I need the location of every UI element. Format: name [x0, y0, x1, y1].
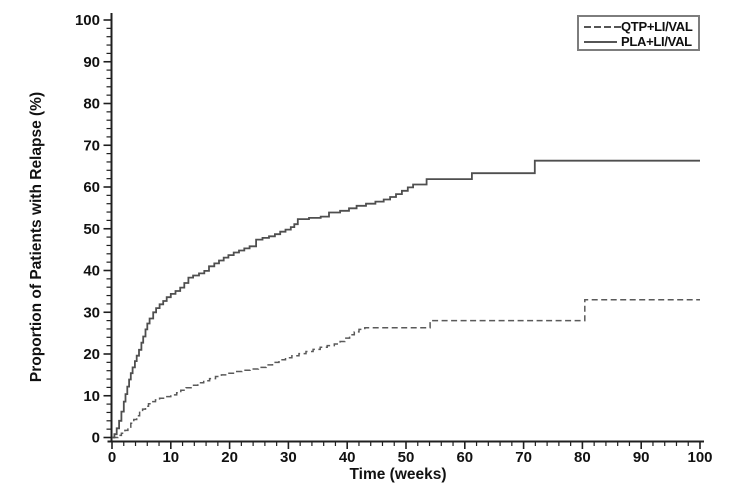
x-tick-label: 0 — [108, 449, 116, 466]
x-tick-label: 60 — [456, 449, 473, 466]
y-tick-label: 100 — [75, 12, 100, 29]
y-tick-label: 0 — [92, 430, 100, 447]
x-tick-label: 80 — [574, 449, 591, 466]
x-tick-label: 40 — [339, 449, 356, 466]
y-tick-label: 70 — [83, 137, 100, 154]
y-tick-label: 50 — [83, 221, 100, 238]
x-tick-label: 90 — [633, 449, 650, 466]
y-tick-label: 40 — [83, 263, 100, 280]
x-tick-label: 30 — [280, 449, 297, 466]
y-axis-title: Proportion of Patients with Relapse (%) — [28, 92, 45, 382]
y-tick-label: 90 — [83, 54, 100, 71]
x-tick-label: 50 — [398, 449, 415, 466]
dashed-line-sample-icon — [584, 25, 621, 28]
x-tick-label: 10 — [162, 449, 179, 466]
legend-label-pla: PLA+LI/VAL — [621, 34, 692, 49]
x-tick-label: 70 — [515, 449, 532, 466]
series-curve-qtp-li-val — [112, 298, 700, 439]
axis-ticks-layer: 0 10 20 30 40 50 60 70 80 90 100 0 10 20 30 40 50 60 70 80 9… — [75, 12, 713, 466]
x-tick-label: 20 — [221, 449, 238, 466]
y-tick-label: 60 — [83, 179, 100, 196]
x-axis-title: Time (weeks) — [349, 466, 446, 483]
series-layer — [112, 159, 700, 439]
legend-label-qtp: QTP+LI/VAL — [621, 19, 693, 34]
x-tick-label: 100 — [687, 449, 712, 466]
y-tick-label: 20 — [83, 346, 100, 363]
y-tick-label: 10 — [83, 388, 100, 405]
y-tick-label: 30 — [83, 304, 100, 321]
series-curve-pla-li-val — [112, 159, 700, 439]
solid-line-sample-icon — [584, 40, 617, 43]
axes-layer — [107, 13, 704, 443]
y-tick-label: 80 — [83, 96, 100, 113]
legend: QTP+LI/VAL PLA+LI/VAL — [577, 15, 700, 51]
legend-entry-pla: PLA+LI/VAL — [584, 34, 698, 49]
legend-entry-qtp: QTP+LI/VAL — [584, 19, 698, 34]
